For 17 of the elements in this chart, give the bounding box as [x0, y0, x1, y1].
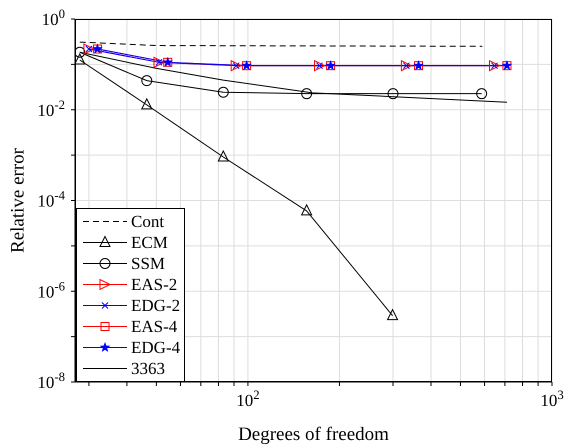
x-tick-label: 10$^{2}$ — [236, 388, 260, 410]
legend-label: 3363 — [131, 358, 165, 378]
y-tick-label: 10$^{-8}$ — [37, 370, 65, 392]
y-tick-label: 10$^{-2}$ — [37, 98, 65, 120]
legend-label: Cont — [131, 212, 164, 232]
x-tick-label: 10$^{3}$ — [540, 388, 564, 410]
y-tick-label: 10$^{0}$ — [42, 7, 65, 29]
legend-label: EAS-4 — [131, 316, 178, 336]
legend-label: EDG-4 — [131, 338, 180, 358]
legend-label: SSM — [131, 254, 166, 274]
y-axis-title: Relative error — [8, 147, 29, 253]
legend-label: EAS-2 — [131, 274, 178, 294]
x-axis-title: Degrees of freedom — [238, 424, 390, 445]
legend-label: EDG-2 — [131, 296, 180, 316]
y-tick-label: 10$^{-6}$ — [37, 279, 65, 302]
y-tick-label: 10$^{-4}$ — [37, 188, 66, 210]
legend-label: ECM — [131, 232, 168, 252]
